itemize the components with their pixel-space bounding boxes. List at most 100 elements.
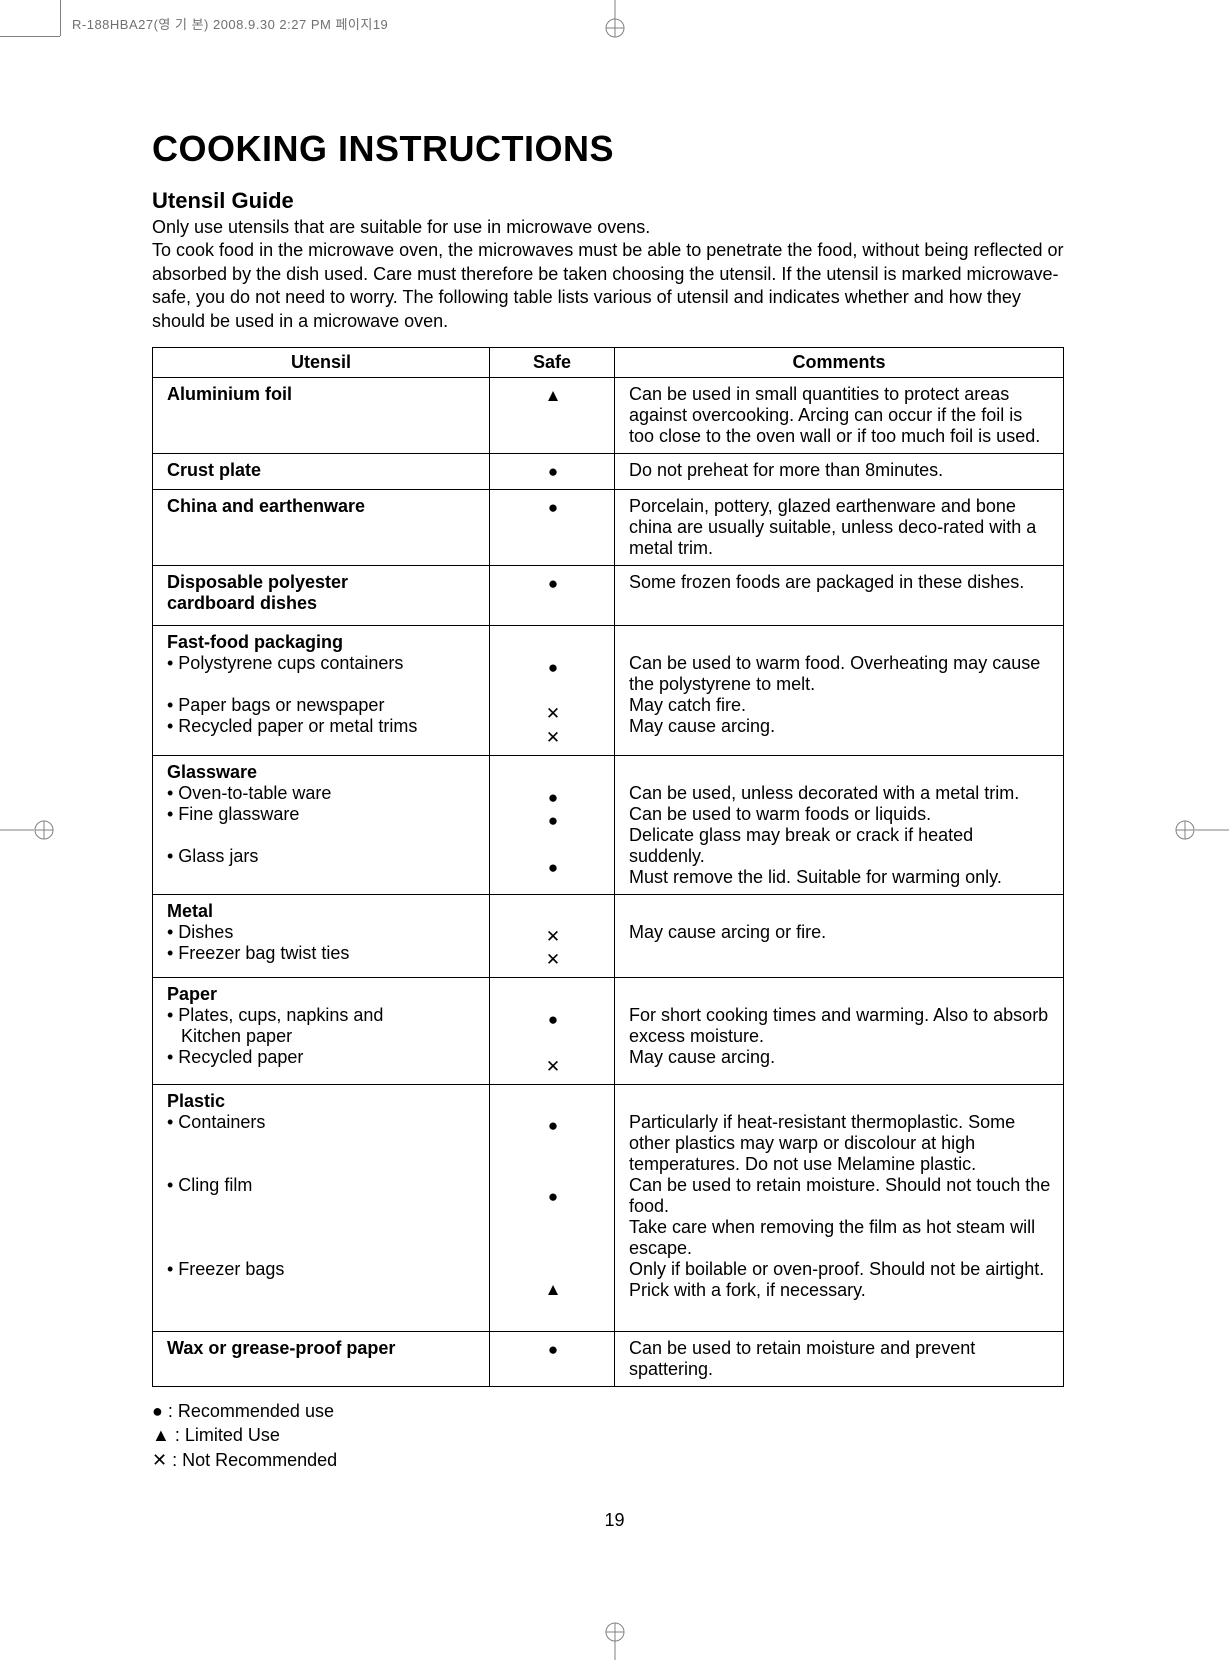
comments-cell: Can be used in small quantities to prote…	[615, 377, 1064, 453]
utensil-line	[167, 1238, 477, 1259]
safe-symbol: ●	[504, 1114, 602, 1137]
safe-cell: ✕✕	[490, 895, 615, 978]
comment-line: May cause arcing or fire.	[629, 922, 1051, 943]
comment-line	[629, 762, 1051, 783]
utensil-line	[167, 825, 477, 846]
safe-symbol	[504, 1161, 602, 1184]
safe-cell: ●	[490, 490, 615, 566]
utensil-line: Plastic	[167, 1091, 477, 1112]
safe-symbol: ●	[504, 460, 602, 483]
comment-line: Can be used to retain moisture and preve…	[629, 1338, 1051, 1380]
comment-line: Porcelain, pottery, glazed earthenware a…	[629, 496, 1051, 559]
safe-symbol	[504, 1091, 602, 1114]
safe-cell: ●	[490, 1332, 615, 1387]
comment-line: For short cooking times and warming. Als…	[629, 1005, 1051, 1047]
safe-symbol: ✕	[504, 726, 602, 749]
utensil-cell: Aluminium foil	[153, 377, 490, 453]
comment-line: Take care when removing the film as hot …	[629, 1217, 1051, 1259]
utensil-cell: Fast-food packaging• Polystyrene cups co…	[153, 626, 490, 756]
safe-symbol: ▲	[504, 1278, 602, 1301]
comments-cell: Particularly if heat-resistant thermopla…	[615, 1085, 1064, 1332]
safe-symbol: ●	[504, 1008, 602, 1031]
comment-line	[629, 901, 1051, 922]
safe-cell: ▲	[490, 377, 615, 453]
table-row: Disposable polyestercardboard dishes● So…	[153, 566, 1064, 626]
comments-cell: Can be used, unless decorated with a met…	[615, 756, 1064, 895]
utensil-line: • Freezer bags	[167, 1259, 477, 1280]
utensil-line: • Oven-to-table ware	[167, 783, 477, 804]
safe-symbol: ✕	[504, 1055, 602, 1078]
page-number: 19	[604, 1510, 624, 1531]
utensil-cell: Disposable polyestercardboard dishes	[153, 566, 490, 626]
utensil-cell: Wax or grease-proof paper	[153, 1332, 490, 1387]
col-header-comments: Comments	[615, 347, 1064, 377]
utensil-line: • Recycled paper	[167, 1047, 477, 1068]
comment-line: Can be used to retain moisture. Should n…	[629, 1175, 1051, 1217]
table-row: Crust plate ● Do not preheat for more than…	[153, 453, 1064, 489]
comment-line: Only if boilable or oven-proof. Should n…	[629, 1259, 1051, 1301]
safe-symbol: ●	[504, 1338, 602, 1361]
comment-line: Can be used in small quantities to prote…	[629, 384, 1051, 447]
utensil-line: Crust plate	[167, 460, 477, 481]
legend-line: ✕ : Not Recommended	[152, 1448, 1064, 1472]
utensil-line: cardboard dishes	[167, 593, 477, 614]
utensil-line: Fast-food packaging	[167, 632, 477, 653]
crop-mark-left	[0, 820, 60, 840]
utensil-line	[167, 1280, 477, 1301]
utensil-cell: China and earthenware	[153, 490, 490, 566]
comment-line	[629, 1091, 1051, 1112]
utensil-line	[167, 1196, 477, 1217]
crop-corner-h	[0, 36, 60, 37]
safe-cell: ● ✕✕	[490, 626, 615, 756]
crop-mark-top	[605, 0, 625, 40]
safe-symbol: ✕	[504, 948, 602, 971]
legend: ● : Recommended use▲ : Limited Use✕ : No…	[152, 1399, 1064, 1472]
utensil-line	[167, 1133, 477, 1154]
comment-line: Can be used to warm food. Overheating ma…	[629, 653, 1051, 695]
utensil-table: Utensil Safe Comments Aluminium foil▲Can…	[152, 347, 1064, 1387]
comment-line: May cause arcing.	[629, 716, 1051, 737]
safe-cell: ●	[490, 453, 615, 489]
safe-symbol: ●	[504, 809, 602, 832]
crop-mark-bottom	[605, 1620, 625, 1660]
comment-line: Particularly if heat-resistant thermopla…	[629, 1112, 1051, 1175]
utensil-line: • Recycled paper or metal trims	[167, 716, 477, 737]
utensil-line	[167, 674, 477, 695]
print-header-info: R-188HBA27(영 기 본) 2008.9.30 2:27 PM 페이지1…	[72, 14, 388, 33]
safe-symbol	[504, 1031, 602, 1054]
comment-line: May cause arcing.	[629, 1047, 1051, 1068]
utensil-line: China and earthenware	[167, 496, 477, 517]
table-row: Paper• Plates, cups, napkins andKitchen …	[153, 978, 1064, 1085]
utensil-line: Wax or grease-proof paper	[167, 1338, 477, 1359]
utensil-line: Paper	[167, 984, 477, 1005]
safe-symbol	[504, 1231, 602, 1254]
comment-line: Must remove the lid. Suitable for warmin…	[629, 867, 1051, 888]
safe-symbol	[504, 901, 602, 924]
utensil-line: • Dishes	[167, 922, 477, 943]
safe-symbol: ●	[504, 856, 602, 879]
utensil-line: Aluminium foil	[167, 384, 477, 405]
utensil-line: Metal	[167, 901, 477, 922]
safe-symbol: ●	[504, 786, 602, 809]
safe-symbol	[504, 984, 602, 1007]
utensil-line: Glassware	[167, 762, 477, 783]
table-row: China and earthenware ● Porcelain, pottery…	[153, 490, 1064, 566]
table-row: Plastic• Containers • Cling film • Freez…	[153, 1085, 1064, 1332]
safe-cell: ● ● ▲	[490, 1085, 615, 1332]
safe-symbol: ●	[504, 1185, 602, 1208]
utensil-line: Kitchen paper	[167, 1026, 477, 1047]
table-row: Metal• Dishes• Freezer bag twist ties ✕✕…	[153, 895, 1064, 978]
table-row: Aluminium foil ▲Can be used in small quan…	[153, 377, 1064, 453]
comment-line: Do not preheat for more than 8minutes.	[629, 460, 1051, 481]
safe-symbol	[504, 596, 602, 619]
comment-line: Can be used to warm foods or liquids.	[629, 804, 1051, 825]
col-header-safe: Safe	[490, 347, 615, 377]
utensil-line: • Paper bags or newspaper	[167, 695, 477, 716]
utensil-line: • Containers	[167, 1112, 477, 1133]
utensil-cell: Glassware• Oven-to-table ware• Fine glas…	[153, 756, 490, 895]
comments-cell: Porcelain, pottery, glazed earthenware a…	[615, 490, 1064, 566]
comments-cell: For short cooking times and warming. Als…	[615, 978, 1064, 1085]
safe-symbol: ●	[504, 496, 602, 519]
safe-symbol	[504, 1138, 602, 1161]
safe-symbol	[504, 1302, 602, 1325]
